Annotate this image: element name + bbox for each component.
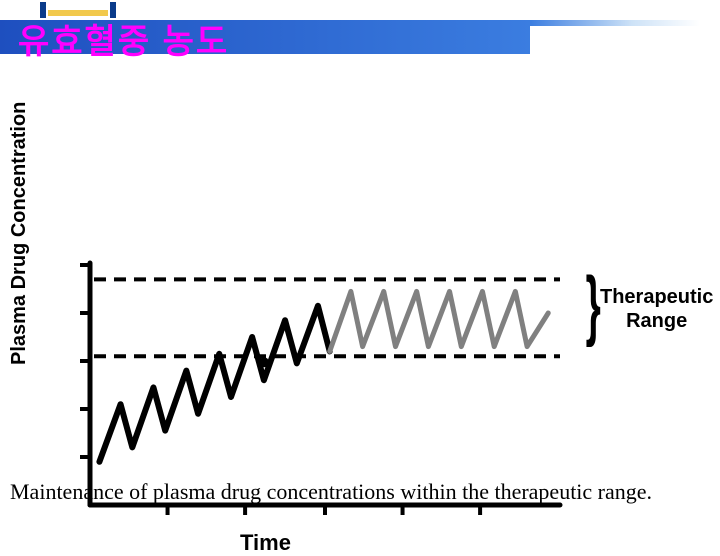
line-chart bbox=[70, 255, 580, 515]
header-bar-tail bbox=[530, 20, 700, 26]
slide-header: 유효혈중 농도 bbox=[0, 0, 720, 60]
x-axis-label: Time bbox=[240, 530, 291, 556]
slide-title: 유효혈중 농도 bbox=[18, 14, 229, 63]
y-axis-label: Plasma Drug Concentration bbox=[8, 102, 30, 365]
figure-caption: Maintenance of plasma drug concentration… bbox=[10, 478, 710, 507]
y-axis-label-text: Plasma Drug Concentration bbox=[8, 102, 30, 365]
therapeutic-range-text: TherapeuticRange bbox=[600, 286, 713, 332]
therapeutic-range-label: TherapeuticRange bbox=[600, 285, 713, 333]
brace-icon: } bbox=[586, 265, 601, 343]
